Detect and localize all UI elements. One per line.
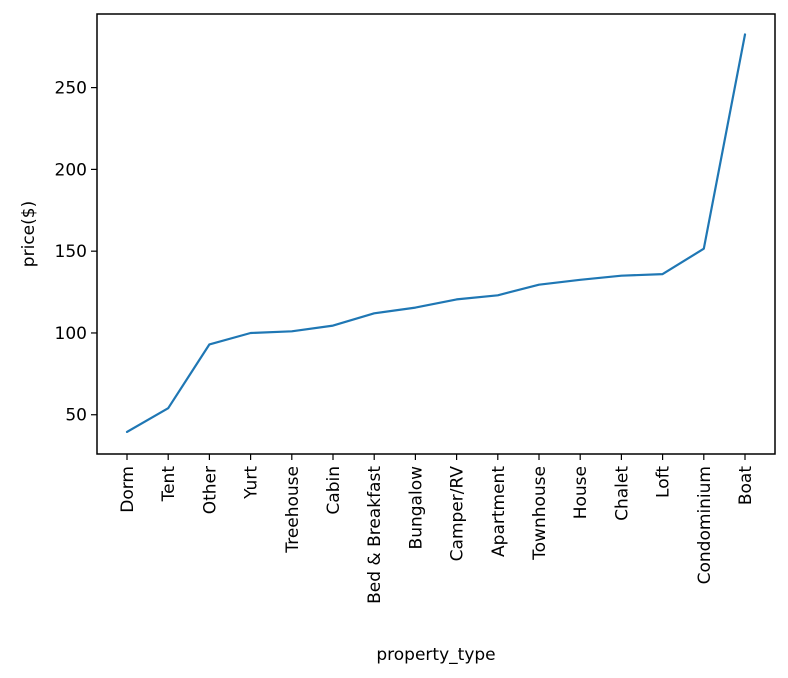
x-tick-label: Condominium	[695, 466, 715, 584]
y-axis-ticks: 50 100 150 200 250	[55, 79, 97, 426]
y-tick-label: 100	[55, 324, 87, 344]
price-series-line	[125, 33, 747, 433]
x-tick-label: Chalet	[612, 466, 632, 521]
x-tick-label: Cabin	[324, 466, 344, 515]
x-tick-label: Dorm	[118, 466, 138, 513]
x-axis-label: property_type	[376, 645, 495, 665]
y-tick-label: 150	[55, 242, 87, 262]
x-tick-label: Other	[200, 466, 220, 514]
x-tick-label: Treehouse	[283, 466, 303, 554]
y-tick-label: 50	[65, 406, 87, 426]
x-tick-label: Apartment	[489, 466, 509, 557]
x-tick-label: House	[571, 466, 591, 519]
x-tick-label: Boat	[736, 466, 756, 505]
x-axis-ticks: Dorm Tent Other Yurt Treehouse Cabin Bed & Bre…	[118, 454, 756, 604]
y-tick-label: 200	[55, 160, 87, 180]
x-tick-label: Bungalow	[406, 466, 426, 550]
x-tick-label: Camper/RV	[448, 466, 468, 562]
x-tick-label: Bed & Breakfast	[365, 466, 385, 604]
x-tick-label: Townhouse	[530, 466, 550, 561]
y-tick-label: 250	[55, 79, 87, 99]
x-tick-label: Yurt	[242, 466, 262, 500]
x-tick-label: Tent	[159, 466, 179, 503]
x-tick-label: Loft	[654, 466, 674, 498]
y-axis-label: price($)	[19, 201, 39, 267]
plot-frame	[96, 13, 776, 455]
